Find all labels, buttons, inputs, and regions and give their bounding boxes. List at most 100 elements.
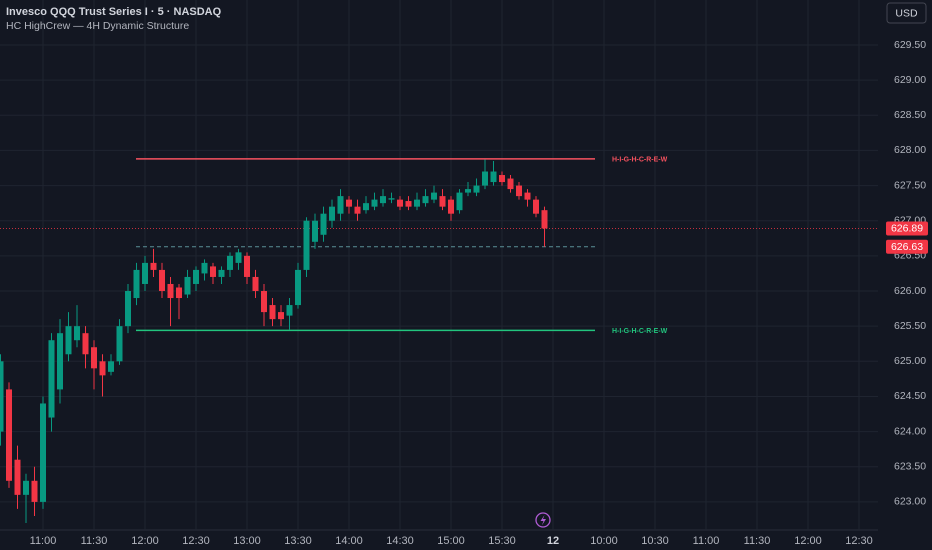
candle-body <box>337 196 344 214</box>
candle-body <box>431 192 437 200</box>
x-tick-label: 10:30 <box>641 535 669 547</box>
y-tick-label: 629.00 <box>894 74 926 86</box>
x-tick-label: 11:30 <box>81 535 108 547</box>
x-tick-label: 14:00 <box>335 535 363 547</box>
candle-body <box>456 192 463 211</box>
x-tick-label: 15:30 <box>488 535 516 547</box>
candle-body <box>354 206 361 214</box>
candle-body <box>108 361 114 372</box>
currency-label[interactable]: USD <box>895 7 918 19</box>
candle-body <box>329 206 335 221</box>
candle-body <box>201 262 208 274</box>
candle-body <box>490 171 497 183</box>
currency-button[interactable] <box>886 2 927 24</box>
candle-body <box>286 305 293 316</box>
candle-body <box>82 333 89 355</box>
candle-body <box>142 262 148 284</box>
level-label: H-I-G-H-C-R-E-W <box>612 157 668 164</box>
candle-body <box>125 291 131 327</box>
candle-body <box>397 199 403 207</box>
candle-body <box>499 175 505 183</box>
candle-body <box>473 185 480 193</box>
candle-body <box>533 199 539 214</box>
candle-body <box>414 199 420 207</box>
candle-body <box>167 283 174 299</box>
candle-body <box>0 361 4 432</box>
candle-body <box>312 220 318 242</box>
candle-body <box>465 189 471 193</box>
candle-body <box>40 403 46 502</box>
candle-body <box>541 210 548 229</box>
candle-body <box>91 347 97 369</box>
candle-body <box>295 269 301 306</box>
candle-body <box>235 252 242 263</box>
candle-body <box>448 199 454 214</box>
y-tick-label: 625.50 <box>894 320 926 332</box>
y-tick-label: 629.50 <box>894 39 926 51</box>
candle-body <box>116 326 123 362</box>
candle-body <box>439 196 446 207</box>
y-tick-label: 626.00 <box>894 285 926 297</box>
candle-body <box>14 459 21 495</box>
candle-body <box>516 185 522 197</box>
candle-body <box>48 340 55 418</box>
y-tick-label: 628.00 <box>894 144 926 156</box>
y-tick-label: 624.00 <box>894 425 926 437</box>
candle-body <box>65 326 72 355</box>
candle-body <box>6 389 12 481</box>
candle-body <box>227 255 233 270</box>
price-tag-label: 626.63 <box>891 241 923 253</box>
candle-body <box>320 213 327 235</box>
candle-body <box>524 192 531 200</box>
candle-body <box>363 203 369 211</box>
x-tick-label: 12:00 <box>131 535 159 547</box>
level-label: H-I-G-H-C-R-E-W <box>612 328 668 335</box>
candle-body <box>23 480 29 495</box>
candle-body <box>405 201 412 207</box>
candle-body <box>184 276 191 295</box>
price-tag <box>886 239 928 254</box>
candle-body <box>303 220 310 270</box>
candle-body <box>346 199 352 207</box>
candle-body <box>31 480 38 502</box>
y-tick-label: 628.50 <box>894 109 926 121</box>
candle-body <box>150 262 157 270</box>
x-tick-label: 10:00 <box>590 535 618 547</box>
candle-body <box>507 178 514 190</box>
price-tag-label: 626.89 <box>891 223 923 235</box>
candle-body <box>252 276 259 292</box>
candle-body <box>371 199 378 207</box>
x-tick-label: 15:00 <box>437 535 465 547</box>
candle-body <box>244 255 250 277</box>
candle-body <box>388 198 395 200</box>
candle-body <box>74 326 80 341</box>
x-tick-label: 13:00 <box>233 535 261 547</box>
chart-title: Invesco QQQ Trust Series I · 5 · NASDAQ <box>6 6 222 18</box>
x-tick-label: 13:30 <box>284 535 312 547</box>
x-tick-label: 12:30 <box>182 535 210 547</box>
candle-body <box>269 305 276 320</box>
candle-body <box>218 269 225 277</box>
replay-icon[interactable] <box>535 512 551 528</box>
candle-body <box>193 269 199 284</box>
candle-body <box>482 171 488 186</box>
chart-subtitle: HC HighCrew — 4H Dynamic Structure <box>6 20 189 32</box>
x-tick-label: 11:30 <box>744 535 771 547</box>
y-tick-label: 627.50 <box>894 179 926 191</box>
candle-body <box>176 287 182 299</box>
y-tick-label: 623.00 <box>894 496 926 508</box>
axis-bg <box>878 0 932 550</box>
marks: H-I-G-H-C-R-E-W H-I-G-H-C-R-E-W <box>0 157 878 523</box>
x-tick-label: 12 <box>547 535 559 547</box>
candle-body <box>278 312 284 320</box>
x-tick-label: 11:00 <box>693 535 720 547</box>
x-tick-label: 12:30 <box>845 535 873 547</box>
price-tag <box>886 221 928 236</box>
y-tick-label: 626.50 <box>894 250 926 262</box>
candle-body <box>57 333 63 390</box>
candle-body <box>210 266 216 277</box>
price-axis: 623.00 623.50 624.00 624.50 625.00 625.50 626.… <box>30 0 932 550</box>
x-tick-label: 12:00 <box>794 535 822 547</box>
